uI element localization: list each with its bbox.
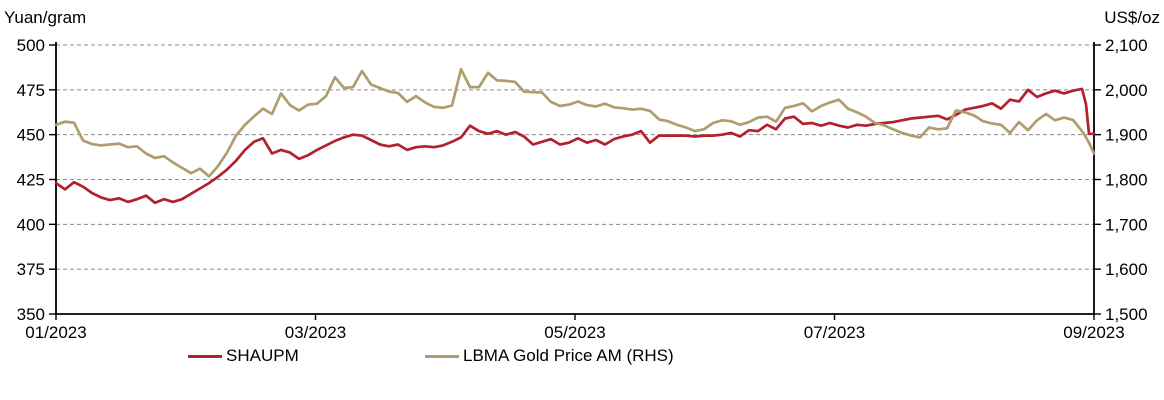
right-axis-tick-label: 2,000	[1105, 81, 1148, 100]
x-axis-tick-label: 05/2023	[544, 323, 605, 342]
legend-item-lbma: LBMA Gold Price AM (RHS)	[425, 346, 674, 366]
left-axis-title: Yuan/gram	[4, 8, 87, 27]
legend-label-shaupm: SHAUPM	[226, 346, 299, 365]
left-axis-tick-label: 475	[17, 81, 45, 100]
right-axis-tick-label: 1,700	[1105, 215, 1148, 234]
left-axis-tick-label: 450	[17, 126, 45, 145]
series-line-lbma	[54, 67, 1096, 178]
x-axis-tick-label: 03/2023	[285, 323, 346, 342]
right-axis-tick-label: 2,100	[1105, 36, 1148, 55]
axis-ticks	[49, 44, 1101, 320]
series-line-shaupm	[54, 87, 1096, 205]
axes	[55, 42, 1095, 315]
left-axis-tick-label: 350	[17, 305, 45, 324]
shaupm-line-swatch	[188, 354, 222, 358]
x-axis-tick-label: 07/2023	[804, 323, 865, 342]
left-axis-tick-label: 500	[17, 36, 45, 55]
x-axis-tick-label: 01/2023	[25, 323, 86, 342]
axis-tick-labels: 500 2,100 475 2,000 450 1,900 425 1,800 400 1,700…	[17, 36, 1148, 342]
right-axis-tick-label: 1,500	[1105, 305, 1148, 324]
gridlines	[56, 44, 1094, 270]
right-axis-tick-label: 1,600	[1105, 260, 1148, 279]
legend-item-shaupm: SHAUPM	[188, 346, 299, 366]
right-axis-tick-label: 1,900	[1105, 126, 1148, 145]
legend-label-lbma: LBMA Gold Price AM (RHS)	[463, 346, 674, 365]
right-axis-tick-label: 1,800	[1105, 171, 1148, 190]
x-axis-tick-label: 09/2023	[1063, 323, 1124, 342]
right-axis-title: US$/oz	[1104, 8, 1160, 27]
lbma-line-swatch	[425, 354, 459, 358]
left-axis-tick-label: 375	[17, 260, 45, 279]
left-axis-tick-label: 400	[17, 215, 45, 234]
left-axis-tick-label: 425	[17, 171, 45, 190]
